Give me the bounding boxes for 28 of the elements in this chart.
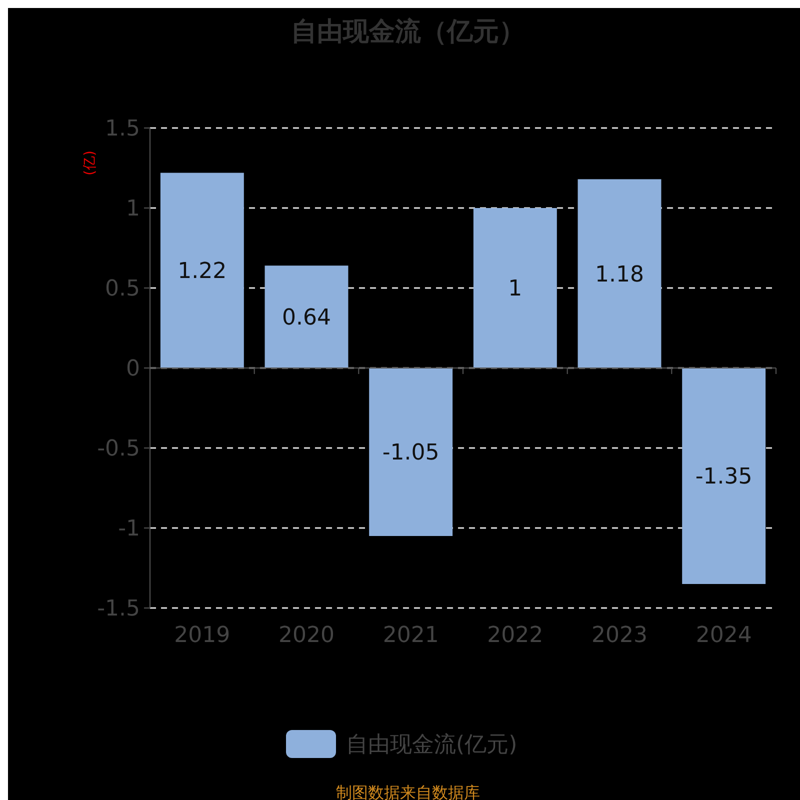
x-tick-label: 2019 bbox=[174, 623, 230, 648]
data-label: 0.64 bbox=[282, 306, 331, 330]
x-tick-label: 2021 bbox=[382, 623, 439, 648]
bar bbox=[473, 208, 557, 368]
bar bbox=[369, 368, 453, 536]
x-tick-label: 2023 bbox=[592, 623, 648, 648]
data-label: 1.18 bbox=[595, 262, 644, 288]
y-axis-title: (亿) bbox=[82, 150, 98, 176]
x-tick-label: 2022 bbox=[487, 623, 544, 648]
y-tick-label: 1 bbox=[126, 196, 140, 222]
y-tick-label: 1.5 bbox=[105, 116, 140, 142]
bar bbox=[264, 266, 348, 368]
data-label: -1.35 bbox=[695, 464, 752, 490]
text: 制图数据来自数据库 bbox=[336, 783, 480, 800]
legend-label: 自由现金流(亿元) bbox=[346, 732, 518, 758]
y-tick-label: 0 bbox=[126, 356, 140, 382]
data-label: 1.22 bbox=[178, 259, 227, 284]
data-label: 1 bbox=[508, 276, 522, 302]
bar bbox=[160, 172, 244, 368]
y-tick-label: -1.5 bbox=[97, 596, 140, 622]
bar bbox=[682, 368, 766, 584]
data-label: -1.05 bbox=[382, 440, 440, 466]
y-tick-label: 0.5 bbox=[105, 276, 140, 302]
y-tick-label: -1 bbox=[118, 516, 140, 542]
bar bbox=[578, 179, 662, 368]
y-tick-label: -0.5 bbox=[97, 436, 140, 462]
x-tick-label: 2024 bbox=[696, 623, 752, 648]
x-tick-label: 2020 bbox=[278, 623, 334, 648]
